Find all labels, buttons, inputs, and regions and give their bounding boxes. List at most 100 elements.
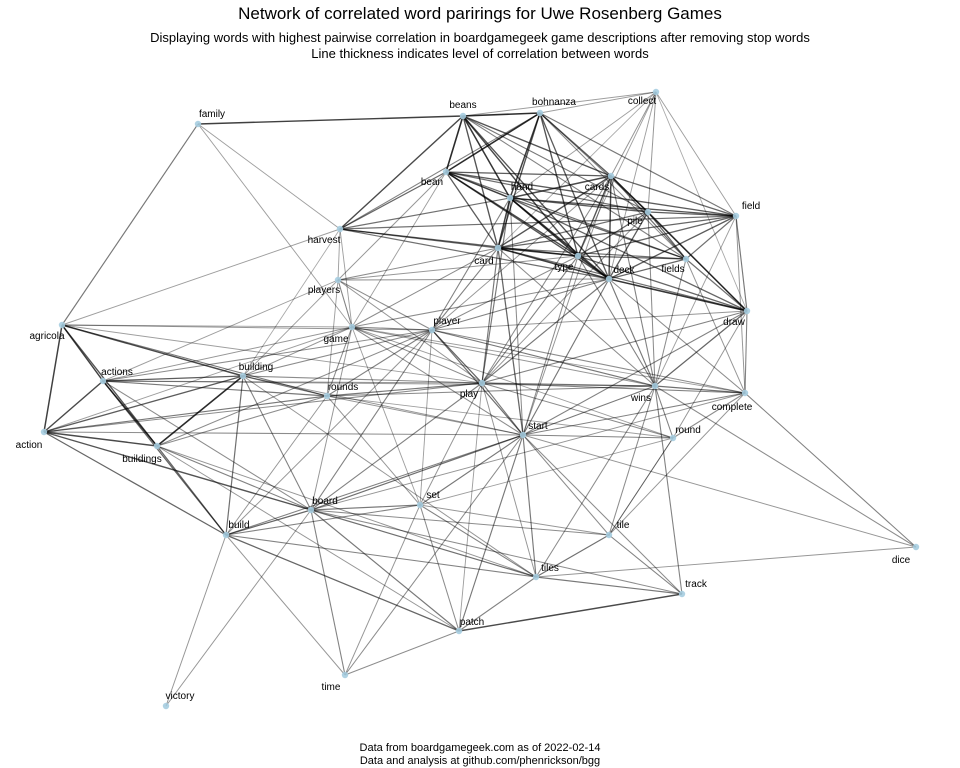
edge-game-actions: [102, 326, 353, 382]
edge-deck-complete: [608, 278, 746, 394]
edge-start-dice: [522, 434, 917, 548]
edge-agricola-game: [61, 324, 353, 328]
edge-players-building: [242, 279, 339, 377]
node-build: [222, 531, 230, 539]
edge-set-round: [419, 437, 674, 506]
edge-start-build: [225, 434, 524, 536]
edge-draw-play: [481, 310, 748, 384]
edge-bean-deck: [445, 171, 610, 280]
edge-beans-card: [462, 115, 499, 249]
edge-pile-type: [577, 211, 649, 257]
edge-players-play: [337, 279, 483, 384]
edge-field-draw: [735, 215, 748, 312]
edge-rounds-start: [326, 395, 524, 436]
edge-field-pile: [647, 211, 737, 217]
edge-players-rounds: [326, 279, 339, 397]
edge-hand-harvest: [339, 197, 511, 230]
node-label-building: building: [239, 362, 273, 373]
node-label-track: track: [685, 579, 708, 590]
edge-actions-wins: [102, 380, 656, 387]
edge-track-patch: [458, 593, 683, 632]
edge-draw-start: [522, 310, 748, 436]
edge-type-wins: [577, 255, 656, 387]
edge-actions-building: [102, 375, 244, 382]
edge-tile-track: [608, 534, 683, 595]
edge-player-building: [242, 329, 433, 377]
edge-board-patch: [310, 509, 460, 632]
node-fields: [682, 255, 690, 263]
node-patch: [455, 627, 463, 635]
edge-actions-action: [43, 380, 104, 433]
edge-wins-track: [654, 385, 683, 595]
edge-player-set: [419, 329, 433, 506]
edge-play-set: [419, 382, 483, 506]
node-label-cards: cards: [585, 182, 609, 193]
edge-harvest-game: [339, 228, 353, 328]
edge-deck-player: [431, 278, 610, 331]
edge-play-wins: [481, 382, 656, 387]
edge-collect-cards: [610, 91, 657, 177]
node-pile: [644, 208, 652, 216]
node-complete: [741, 389, 749, 397]
node-label-time: time: [322, 682, 341, 693]
edge-deck-fields: [608, 258, 687, 280]
edge-beans-harvest: [339, 115, 464, 230]
edge-collect-type: [577, 91, 657, 257]
edge-building-action: [43, 375, 244, 433]
node-rounds: [323, 392, 331, 400]
node-player: [428, 326, 436, 334]
node-harvest: [336, 225, 344, 233]
edge-field-fields: [685, 215, 737, 260]
edge-pile-card: [497, 211, 649, 249]
node-action: [40, 428, 48, 436]
chart-subtitle-line2: Line thickness indicates level of correl…: [311, 46, 649, 61]
edge-game-player: [351, 326, 433, 331]
edge-wins-round: [654, 385, 674, 439]
edge-hand-start: [509, 197, 524, 436]
edge-player-actions: [102, 329, 433, 382]
edge-buildings-patch: [156, 445, 460, 632]
edge-game-rounds: [326, 326, 353, 397]
edge-board-tiles: [310, 509, 537, 578]
edge-card-player: [431, 247, 499, 331]
edge-player-wins: [431, 329, 656, 387]
edge-beans-pile: [462, 115, 649, 213]
node-label-actions: actions: [101, 367, 133, 378]
edge-bohnanza-bean: [445, 112, 541, 173]
node-buildings: [153, 442, 161, 450]
edge-game-building: [242, 326, 353, 377]
node-set: [416, 501, 424, 509]
edge-build-time: [225, 534, 346, 676]
edge-action-build: [43, 431, 227, 536]
edge-build-patch: [225, 534, 460, 632]
edge-beans-cards: [462, 115, 612, 177]
edge-beans-fields: [462, 115, 687, 260]
node-actions: [99, 377, 107, 385]
edge-card-players: [337, 247, 499, 281]
edge-set-patch: [419, 504, 460, 632]
node-label-board: board: [312, 496, 338, 507]
edge-cards-card: [497, 175, 612, 249]
edge-type-players: [337, 255, 579, 281]
edge-draw-complete: [744, 310, 748, 394]
edge-wins-complete: [654, 385, 746, 394]
node-agricola: [58, 321, 66, 329]
edge-bohnanza-cards: [539, 112, 612, 177]
edge-bohnanza-collect: [539, 91, 657, 114]
node-label-play: play: [460, 389, 478, 400]
node-label-deck: deck: [613, 265, 635, 276]
edge-pile-play: [481, 211, 649, 384]
edge-harvest-building: [242, 228, 341, 377]
edge-play-round: [481, 382, 674, 439]
node-play: [478, 379, 486, 387]
edge-board-build: [225, 509, 312, 536]
edge-pile-draw: [647, 211, 748, 312]
edge-wins-tile: [608, 385, 656, 536]
edge-rounds-buildings: [156, 395, 328, 447]
edge-patch-time: [344, 630, 460, 676]
node-label-complete: complete: [712, 402, 753, 413]
edge-buildings-board: [156, 445, 312, 511]
edge-board-victory: [165, 509, 312, 707]
edge-fields-complete: [685, 258, 746, 394]
edge-start-track: [522, 434, 683, 595]
